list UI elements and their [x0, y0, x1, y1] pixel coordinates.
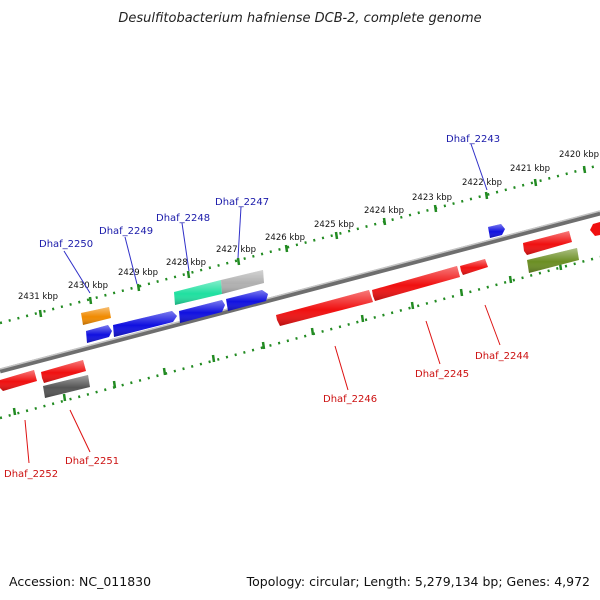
lower-major-ticks	[12, 262, 563, 416]
gene-label-dhaf-2243: Dhaf_2243	[446, 134, 500, 145]
gene-label-dhaf-2251: Dhaf_2251	[65, 456, 119, 467]
gene-reverse-edge	[590, 222, 600, 236]
gene-label-dhaf-2245: Dhaf_2245	[415, 369, 469, 380]
accession-text: Accession: NC_011830	[9, 574, 151, 589]
gene-label-dhaf-2252: Dhaf_2252	[4, 469, 58, 480]
gene-label-dhaf-2248: Dhaf_2248	[156, 213, 210, 224]
upper-major-ticks	[38, 165, 587, 318]
gene-label-dhaf-2244: Dhaf_2244	[475, 351, 529, 362]
bottom-leader-lines	[24, 304, 501, 464]
topology-summary: Topology: circular; Length: 5,279,134 bp…	[246, 574, 590, 589]
tick-labels: 2420 kbp 2421 kbp 2422 kbp 2423 kbp 2424…	[18, 150, 599, 302]
tick-label: 2431 kbp	[18, 292, 58, 302]
gene-label-dhaf-2249: Dhaf_2249	[99, 226, 153, 237]
tick-label: 2423 kbp	[412, 193, 452, 203]
top-leader-lines	[63, 143, 488, 294]
gene-label-dhaf-2250: Dhaf_2250	[39, 239, 93, 250]
bottom-gene-labels: Dhaf_2244 Dhaf_2245 Dhaf_2246 Dhaf_2251 …	[4, 351, 529, 480]
map-title: Desulfitobacterium hafniense DCB-2, comp…	[118, 11, 481, 26]
gene-label-dhaf-2246: Dhaf_2246	[323, 394, 377, 405]
tick-label: 2424 kbp	[364, 206, 404, 216]
genome-backbone	[0, 210, 600, 374]
tick-label: 2421 kbp	[510, 164, 550, 174]
tick-label: 2430 kbp	[68, 281, 108, 291]
tick-label: 2422 kbp	[462, 178, 502, 188]
tick-label: 2429 kbp	[118, 268, 158, 278]
tick-label: 2428 kbp	[166, 258, 206, 268]
tick-label: 2420 kbp	[559, 150, 599, 160]
reverse-strand-genes	[0, 222, 600, 398]
top-gene-labels: Dhaf_2243 Dhaf_2247 Dhaf_2248 Dhaf_2249 …	[39, 134, 500, 250]
genome-backbone-highlight	[0, 210, 600, 370]
tick-label: 2425 kbp	[314, 220, 354, 230]
forward-strand-genes	[81, 224, 505, 343]
tick-label: 2427 kbp	[216, 245, 256, 255]
tick-label: 2426 kbp	[265, 233, 305, 243]
gene-label-dhaf-2247: Dhaf_2247	[215, 197, 269, 208]
